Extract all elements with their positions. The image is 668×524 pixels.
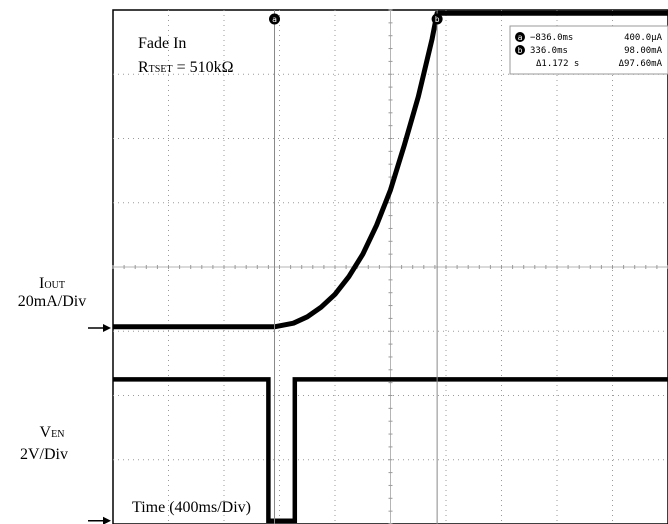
rtset-value: = 510kΩ: [173, 59, 234, 76]
cursor-a-marker-label: a: [272, 15, 277, 24]
ven-label: VEN: [40, 424, 65, 441]
graticule: [112, 9, 668, 524]
iout-ground-arrow: [88, 324, 111, 333]
rtset-subscript: TSET: [149, 64, 173, 75]
arrow-head: [103, 324, 111, 333]
trace-ven: [113, 377, 668, 524]
cursor-b-value: 98.00mA: [624, 46, 663, 56]
cursor-a-badge: [515, 32, 525, 42]
arrow-head: [103, 516, 111, 524]
iout-label: IOUT: [39, 275, 65, 292]
ven-subscript: EN: [51, 429, 64, 440]
cursor-b-time: 336.0ms: [530, 46, 568, 56]
waveform-traces: [113, 10, 668, 524]
cursor-a-badge-label: a: [518, 33, 523, 42]
ven-main: V: [40, 424, 52, 441]
time-axis-label: Time (400ms/Div): [132, 499, 251, 516]
iout-main: I: [39, 275, 44, 292]
rtset-main: R: [138, 59, 149, 76]
ven-scale: 2V/Div: [20, 446, 68, 463]
cursor-b-badge: [515, 45, 525, 55]
cursor-b-marker-label: b: [435, 15, 440, 24]
iout-scale: 20mA/Div: [18, 293, 86, 310]
trace-iout: [113, 10, 668, 330]
cursor-b-badge-label: b: [518, 46, 523, 55]
cursor-a-time: −836.0ms: [530, 33, 573, 43]
ven-ground-arrow: [88, 516, 111, 524]
cursor-a-marker: [269, 13, 281, 25]
cursor-b-marker: [431, 13, 443, 25]
ground-markers: [88, 324, 111, 524]
rtset-label: RTSET = 510kΩ: [138, 59, 234, 76]
cursor-readout-box: a −836.0ms 400.0μA b 336.0ms 98.00mA Δ1.…: [509, 25, 668, 75]
cursor-a-value: 400.0μA: [624, 33, 663, 43]
cursor-delta-time: Δ1.172 s: [536, 59, 579, 69]
cursor-delta-value: Δ97.60mA: [619, 59, 663, 69]
chart-title: Fade In: [138, 35, 186, 52]
iout-subscript: OUT: [44, 280, 65, 291]
